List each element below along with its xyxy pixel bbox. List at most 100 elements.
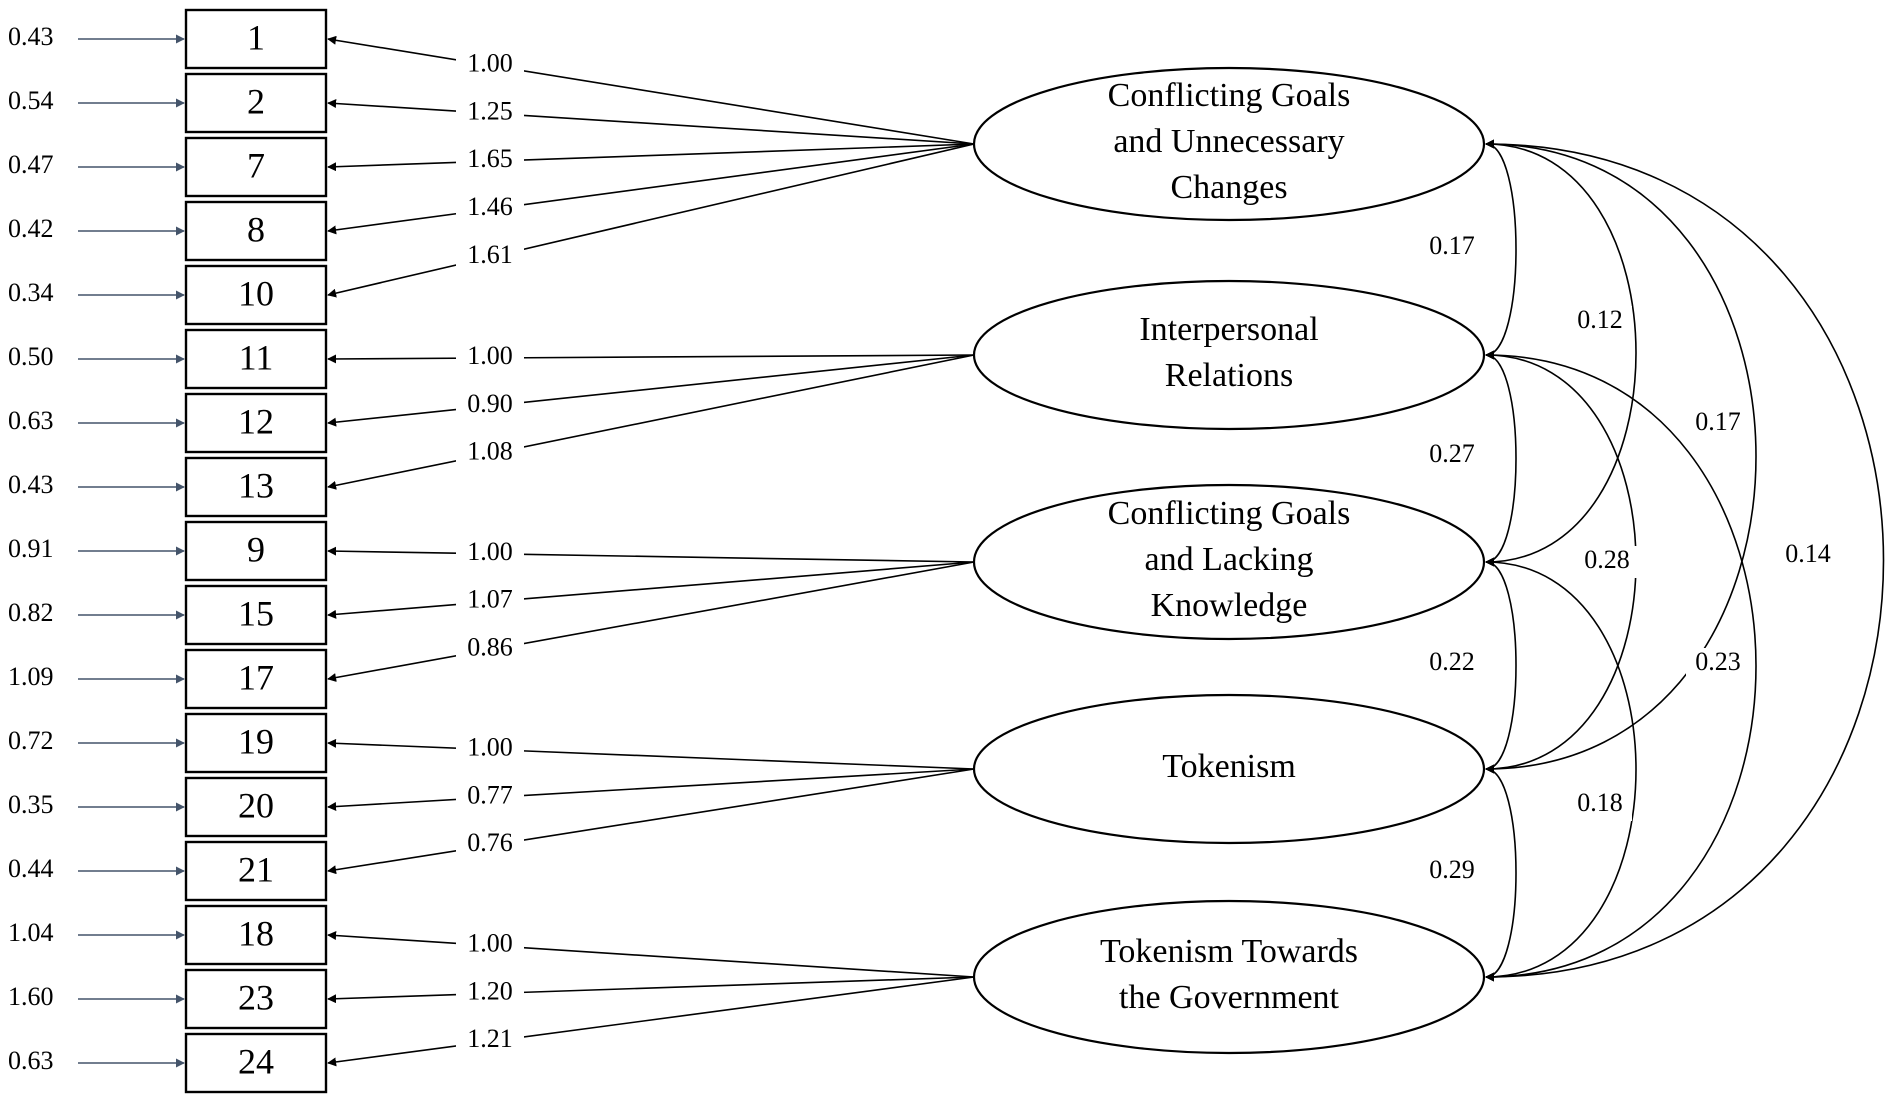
covariance-label: 0.27: [1429, 439, 1475, 468]
error-variance-label: 0.47: [8, 150, 54, 179]
indicator-box: [184, 328, 328, 390]
indicator-box: [184, 840, 328, 902]
indicator-label: 7: [247, 145, 265, 185]
indicator-box: [184, 200, 328, 262]
indicator-box: [184, 72, 328, 134]
loading-arrow: [327, 99, 975, 145]
covariance-label: 0.22: [1429, 647, 1475, 676]
loading-arrow: [327, 354, 975, 364]
latent-factor-ellipse: [972, 66, 1486, 222]
latent-factor-label: Tokenism Towards: [1100, 933, 1358, 970]
covariance-label-bg: [1420, 856, 1484, 888]
loading-label: 1.65: [467, 144, 513, 173]
loading-label-bg: [456, 145, 524, 178]
loading-label: 1.00: [467, 929, 513, 958]
covariance-arc: [1485, 350, 1517, 567]
indicator-label: 1: [247, 17, 265, 57]
loading-arrow: [327, 354, 975, 427]
covariance-label-bg: [1420, 648, 1484, 680]
indicator-box: [184, 712, 328, 774]
loading-label: 1.07: [467, 585, 513, 614]
error-variance-label: 1.09: [8, 662, 54, 691]
indicator-box: [184, 776, 328, 838]
error-variance-label: 0.43: [8, 470, 54, 499]
indicator-label: 9: [247, 529, 265, 569]
loading-label-bg: [456, 341, 524, 374]
loading-label: 1.46: [467, 192, 513, 221]
covariance-label-bg: [1776, 540, 1840, 572]
covariance-label-bg: [1420, 232, 1484, 264]
covariance-arc: [1485, 139, 1637, 567]
indicator-box: [184, 904, 328, 966]
error-variance-label: 0.63: [8, 406, 54, 435]
error-variance-label: 0.42: [8, 214, 54, 243]
indicator-box: [184, 392, 328, 454]
indicator-box: [184, 136, 328, 198]
indicator-box: [184, 8, 328, 70]
loading-label-bg: [456, 437, 524, 470]
shape-layer: [184, 8, 1486, 1094]
loading-label-bg: [456, 633, 524, 666]
error-variance-label: 0.82: [8, 598, 54, 627]
loading-label-bg: [456, 97, 524, 130]
indicator-label: 21: [238, 849, 274, 889]
indicator-label: 8: [247, 209, 265, 249]
loading-arrow: [327, 143, 975, 298]
indicator-label: 10: [238, 273, 274, 313]
loading-label: 0.76: [467, 828, 513, 857]
indicator-box: [184, 520, 328, 582]
latent-factor-label: Knowledge: [1151, 587, 1308, 624]
loading-label-bg: [456, 977, 524, 1010]
loading-arrow: [327, 931, 975, 978]
covariance-label-bg: [1575, 546, 1639, 578]
covariance-label: 0.14: [1785, 539, 1831, 568]
latent-factor-label: Interpersonal: [1139, 311, 1318, 348]
latent-factor-ellipse: [972, 279, 1486, 431]
latent-factor-label: and Lacking: [1145, 541, 1314, 578]
indicator-box: [184, 264, 328, 326]
connector-layer: [78, 34, 1885, 1068]
covariance-label: 0.29: [1429, 855, 1475, 884]
loading-label-bg: [456, 781, 524, 814]
loading-label-bg: [456, 929, 524, 962]
loading-label-bg: [456, 240, 524, 273]
indicator-box: [184, 648, 328, 710]
loading-label-bg: [456, 733, 524, 766]
covariance-arc: [1485, 350, 1757, 982]
indicator-label: 15: [238, 593, 274, 633]
loading-arrow: [327, 143, 975, 235]
loading-label-bg: [456, 389, 524, 422]
covariance-label: 0.28: [1584, 545, 1630, 574]
loading-label: 1.00: [467, 733, 513, 762]
loading-label: 1.00: [467, 341, 513, 370]
loading-arrow: [327, 738, 975, 770]
covariance-label-bg: [1420, 440, 1484, 472]
loading-label-bg: [456, 537, 524, 570]
loading-arrow: [327, 768, 975, 812]
indicator-label: 2: [247, 81, 265, 121]
loading-arrow: [327, 561, 975, 619]
loading-arrow: [327, 354, 975, 490]
covariance-arc: [1485, 557, 1517, 774]
covariance-label-bg: [1686, 408, 1750, 440]
latent-factor-label: Changes: [1170, 169, 1287, 206]
latent-factor-label: Conflicting Goals: [1108, 495, 1351, 532]
error-variance-label: 0.54: [8, 86, 54, 115]
indicator-label: 20: [238, 785, 274, 825]
loading-label: 1.00: [467, 49, 513, 78]
covariance-label: 0.17: [1429, 231, 1475, 260]
error-variance-label: 1.60: [8, 982, 54, 1011]
covariance-label-bg: [1568, 306, 1632, 338]
loading-label-bg: [456, 1025, 524, 1058]
loading-label-bg: [456, 829, 524, 862]
error-variance-label: 0.44: [8, 854, 54, 883]
indicator-box: [184, 456, 328, 518]
indicator-label: 19: [238, 721, 274, 761]
error-variance-label: 0.43: [8, 22, 54, 51]
loading-arrow: [327, 976, 975, 1004]
indicator-label: 23: [238, 977, 274, 1017]
loading-label-bg: [456, 49, 524, 82]
covariance-arc: [1485, 557, 1637, 982]
covariance-label: 0.12: [1577, 305, 1623, 334]
loading-arrow: [327, 768, 975, 875]
